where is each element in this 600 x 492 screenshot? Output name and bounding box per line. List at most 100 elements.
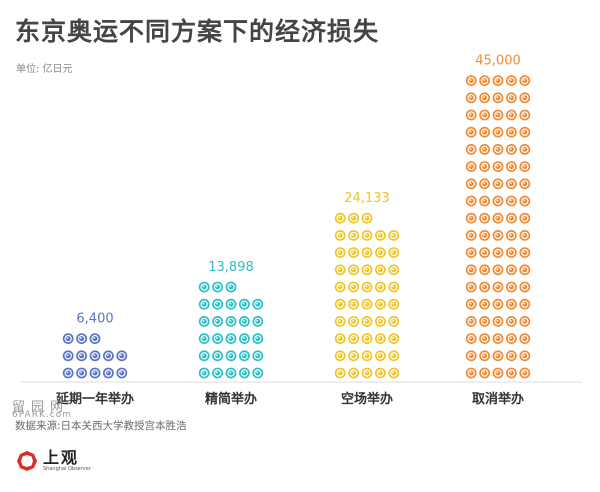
coin-mark	[388, 281, 400, 293]
coin-mark	[492, 126, 504, 138]
coin-mark	[388, 333, 400, 344]
logo-icon	[16, 450, 38, 472]
coin-mark	[506, 161, 517, 173]
coin-mark	[116, 350, 128, 362]
coin-mark	[361, 298, 373, 310]
coin-mark	[361, 333, 373, 344]
coin-mark	[492, 230, 504, 241]
coin-mark	[76, 333, 87, 344]
coin-mark	[506, 350, 517, 362]
coin-mark	[388, 230, 400, 241]
coin-mark	[348, 367, 359, 379]
coin-mark	[239, 316, 250, 327]
coin-mark	[212, 281, 224, 293]
coin-mark	[465, 281, 477, 293]
coin-mark	[506, 195, 517, 207]
coin-mark	[252, 333, 264, 344]
publisher-logo: 上观 Shanghai Observer	[16, 450, 91, 472]
coin-mark	[348, 350, 359, 362]
coin-mark	[506, 247, 517, 258]
coin-mark	[506, 212, 517, 224]
coin-mark	[519, 264, 531, 276]
coin-mark	[212, 298, 224, 310]
coin-mark	[465, 75, 477, 86]
coin-mark	[479, 75, 490, 86]
coin-mark	[334, 298, 346, 310]
coin-mark	[348, 264, 359, 276]
coin-mark	[225, 316, 237, 327]
coin-mark	[375, 367, 386, 379]
coin-mark	[225, 281, 237, 293]
coin-mark	[465, 109, 477, 121]
coin-mark	[519, 230, 531, 241]
coin-mark	[519, 247, 531, 258]
coin-mark	[506, 367, 517, 379]
category-label: 空场举办	[341, 391, 393, 407]
coin-mark	[388, 264, 400, 276]
coin-mark	[479, 92, 490, 104]
coin-mark	[479, 230, 490, 241]
coin-mark	[89, 333, 101, 344]
logo-subtitle: Shanghai Observer	[43, 466, 91, 472]
coin-mark	[198, 367, 210, 379]
coin-mark	[479, 109, 490, 121]
coin-mark	[252, 298, 264, 310]
coin-mark	[519, 92, 531, 104]
coin-mark	[198, 316, 210, 327]
coin-mark	[334, 247, 346, 258]
coin-mark	[465, 298, 477, 310]
coin-mark	[492, 161, 504, 173]
coin-mark	[492, 367, 504, 379]
watermark-text: 留园网	[12, 400, 70, 415]
coin-mark	[375, 230, 386, 241]
coin-mark	[519, 178, 531, 190]
coin-mark	[479, 178, 490, 190]
value-label: 24,133	[344, 191, 390, 206]
coin-mark	[465, 316, 477, 327]
coin-mark	[479, 126, 490, 138]
coin-mark	[375, 350, 386, 362]
coin-mark	[492, 247, 504, 258]
category-label: 取消举办	[472, 391, 524, 407]
coin-mark	[492, 92, 504, 104]
coin-mark	[519, 75, 531, 86]
coin-mark	[252, 350, 264, 362]
coin-mark	[479, 161, 490, 173]
coin-mark	[465, 161, 477, 173]
coin-mark	[212, 316, 224, 327]
coin-mark	[506, 230, 517, 241]
coin-mark	[465, 264, 477, 276]
bar-group	[62, 333, 128, 379]
coin-mark	[252, 367, 264, 379]
coin-mark	[212, 367, 224, 379]
coin-mark	[375, 333, 386, 344]
coin-mark	[225, 298, 237, 310]
coin-mark	[239, 333, 250, 344]
coin-mark	[506, 178, 517, 190]
coin-mark	[239, 367, 250, 379]
bar-group	[334, 212, 400, 379]
coin-mark	[506, 75, 517, 86]
coin-mark	[225, 367, 237, 379]
coin-mark	[492, 75, 504, 86]
coin-mark	[89, 367, 101, 379]
coin-mark	[465, 126, 477, 138]
coin-mark	[334, 316, 346, 327]
coin-mark	[479, 298, 490, 310]
coin-mark	[492, 350, 504, 362]
coin-mark	[116, 367, 128, 379]
coin-mark	[492, 178, 504, 190]
value-label: 6,400	[76, 312, 113, 327]
coin-mark	[519, 195, 531, 207]
coin-mark	[388, 247, 400, 258]
coin-mark	[252, 316, 264, 327]
coin-mark	[198, 350, 210, 362]
coin-mark	[375, 316, 386, 327]
coin-mark	[479, 212, 490, 224]
coin-mark	[506, 92, 517, 104]
coin-mark	[361, 316, 373, 327]
value-label: 45,000	[475, 54, 521, 69]
coin-mark	[519, 350, 531, 362]
coin-mark	[479, 247, 490, 258]
coin-mark	[506, 109, 517, 121]
